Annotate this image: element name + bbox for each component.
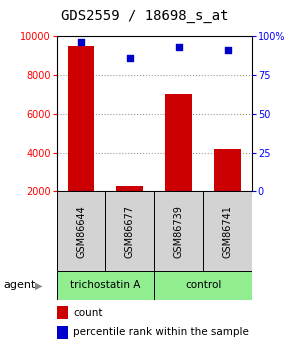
Bar bbox=[214, 149, 241, 230]
Bar bbox=[57, 191, 106, 271]
Text: GSM86739: GSM86739 bbox=[174, 205, 184, 258]
Bar bbox=[154, 271, 252, 300]
Bar bbox=[154, 191, 203, 271]
Text: count: count bbox=[73, 308, 103, 318]
Text: control: control bbox=[185, 280, 222, 290]
Text: GSM86677: GSM86677 bbox=[125, 205, 135, 258]
Point bbox=[79, 40, 83, 45]
Text: ▶: ▶ bbox=[35, 280, 43, 290]
Text: agent: agent bbox=[3, 280, 35, 290]
Point bbox=[226, 47, 230, 53]
Point bbox=[177, 44, 181, 50]
Bar bbox=[57, 271, 154, 300]
Point bbox=[128, 55, 132, 61]
Text: GSM86741: GSM86741 bbox=[223, 205, 233, 258]
Text: trichostatin A: trichostatin A bbox=[70, 280, 141, 290]
Bar bbox=[117, 186, 144, 230]
Bar bbox=[106, 191, 154, 271]
Bar bbox=[203, 191, 252, 271]
Text: GDS2559 / 18698_s_at: GDS2559 / 18698_s_at bbox=[61, 9, 229, 23]
Bar bbox=[68, 46, 95, 230]
Bar bbox=[165, 95, 192, 230]
Text: percentile rank within the sample: percentile rank within the sample bbox=[73, 327, 249, 337]
Text: GSM86644: GSM86644 bbox=[76, 205, 86, 257]
